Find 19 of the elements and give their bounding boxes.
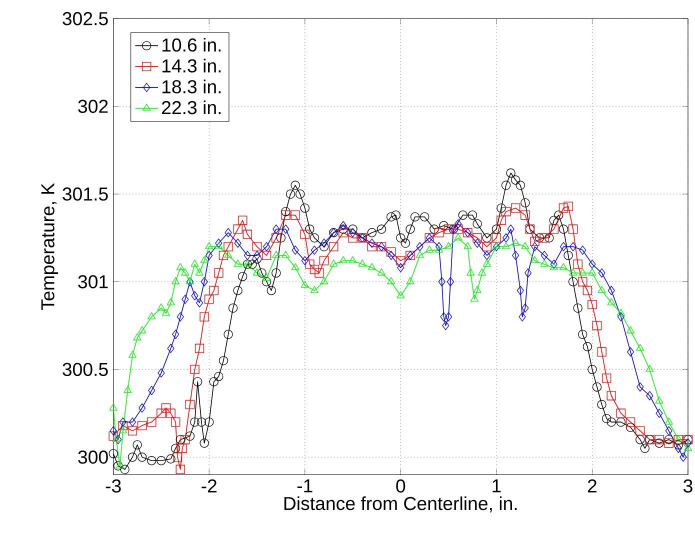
y-tick-label: 301.5 <box>62 187 108 201</box>
y-tick-label: 302.5 <box>62 12 108 26</box>
y-tick-label: 300 <box>78 450 108 464</box>
y-tick-label: 302 <box>78 100 108 113</box>
x-tick-label: 0 <box>396 479 406 493</box>
legend-label: 22.3 in. <box>162 100 221 114</box>
x-axis-title: Distance from Centerline, in. <box>284 496 517 512</box>
x-tick-label: -2 <box>202 479 216 492</box>
x-tick-label: 2 <box>588 479 596 492</box>
x-tick-label: -1 <box>297 479 312 492</box>
x-tick-label: 1 <box>492 479 501 492</box>
legend-label: 14.3 in. <box>162 58 221 73</box>
y-tick-label: 301 <box>78 275 108 288</box>
x-tick-label: -3 <box>106 479 121 493</box>
y-tick-label: 300.5 <box>62 362 108 376</box>
y-axis-title: Temperature, K <box>41 183 58 310</box>
legend-label: 18.3 in. <box>162 80 221 94</box>
x-tick-label: 3 <box>684 479 692 493</box>
legend-label: 10.6 in. <box>162 38 221 52</box>
